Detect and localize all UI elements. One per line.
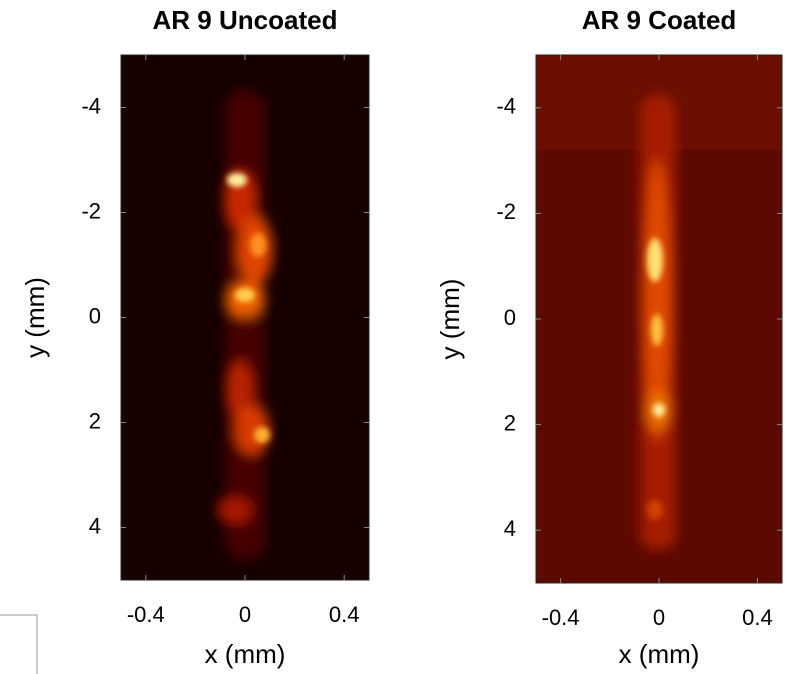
y-tick-label: 2 (89, 408, 101, 433)
x-tick-label: -0.4 (542, 605, 580, 630)
y-tick-label: -2 (81, 198, 101, 223)
button-fragment[interactable] (0, 614, 38, 674)
x-axis-label: x (mm) (619, 639, 700, 669)
chart-title: AR 9 Uncoated (153, 5, 338, 35)
y-tick-label: -2 (496, 199, 516, 224)
x-tick-label: 0.4 (742, 605, 773, 630)
x-tick-label: 0 (653, 605, 665, 630)
y-axis-label: y (mm) (435, 279, 465, 360)
x-tick-label: -0.4 (127, 602, 165, 627)
y-tick-label: 4 (504, 516, 516, 541)
y-tick-label: 0 (504, 305, 516, 330)
heatmap-image (536, 55, 782, 583)
y-tick-label: 2 (504, 410, 516, 435)
x-tick-label: 0 (239, 602, 251, 627)
x-tick-label: 0.4 (329, 602, 360, 627)
heatmap-image (121, 55, 369, 580)
x-axis-label: x (mm) (205, 639, 286, 669)
chart-title: AR 9 Coated (582, 5, 737, 35)
y-tick-label: 0 (89, 303, 101, 328)
y-axis-label: y (mm) (20, 277, 50, 358)
y-tick-label: 4 (89, 513, 101, 538)
y-tick-label: -4 (81, 93, 101, 118)
y-tick-label: -4 (496, 94, 516, 119)
